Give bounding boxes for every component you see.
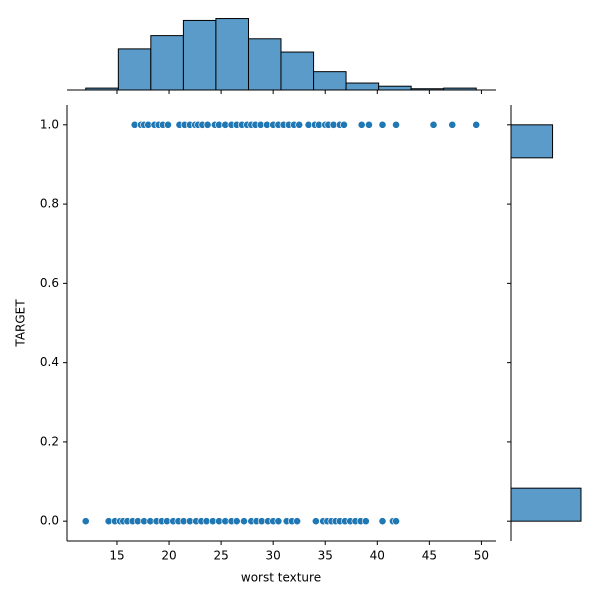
scatter-point	[293, 517, 302, 526]
hist-bar	[410, 88, 445, 91]
hist-bar	[117, 48, 152, 91]
scatter-point	[81, 517, 90, 526]
x-tick-label: 40	[370, 549, 385, 563]
y-tick-label: 0.2	[40, 434, 59, 448]
x-tick-label: 20	[161, 549, 176, 563]
scatter-point	[378, 517, 387, 526]
y-tick-label: 0.0	[40, 514, 59, 528]
x-tick-label: 50	[474, 549, 489, 563]
scatter-point	[240, 517, 248, 526]
scatter-point	[357, 120, 366, 129]
scatter-point	[429, 120, 438, 129]
y-axis-label: TARGET	[14, 299, 28, 348]
x-axis-label: worst texture	[241, 571, 321, 585]
hist-bar	[280, 51, 315, 91]
scatter-point	[274, 517, 283, 526]
hist-bar	[510, 124, 554, 159]
hist-bar	[313, 71, 347, 91]
scatter-point	[392, 517, 400, 526]
scatter-point	[472, 120, 481, 129]
scatter-point	[232, 517, 241, 526]
scatter-point	[340, 120, 348, 129]
x-tick-label: 35	[318, 549, 333, 563]
hist-bar	[215, 18, 249, 91]
hist-bar	[510, 487, 582, 522]
x-tick-label: 15	[109, 549, 124, 563]
scatter-point	[378, 120, 387, 129]
x-tick-label: 25	[213, 549, 228, 563]
scatter-point	[311, 517, 320, 526]
hist-bar	[345, 82, 380, 91]
x-tick-label: 45	[422, 549, 437, 563]
y-tick-label: 0.8	[40, 197, 59, 211]
hist-bar	[378, 85, 412, 91]
scatter-point	[392, 120, 400, 129]
hist-bar	[443, 87, 477, 91]
hist-bar	[85, 87, 119, 91]
y-tick-label: 1.0	[40, 117, 59, 131]
y-tick-label: 0.4	[40, 355, 59, 369]
x-tick-label: 30	[266, 549, 281, 563]
hist-bar	[182, 19, 217, 91]
scatter-point	[295, 120, 304, 129]
hist-bar	[247, 38, 282, 91]
scatter-point	[164, 120, 172, 129]
hist-bar	[150, 35, 184, 91]
scatter-point	[365, 120, 373, 129]
scatter-point	[203, 120, 212, 129]
y-tick-label: 0.6	[40, 276, 59, 290]
scatter-point	[361, 517, 370, 526]
scatter-point	[448, 120, 457, 129]
